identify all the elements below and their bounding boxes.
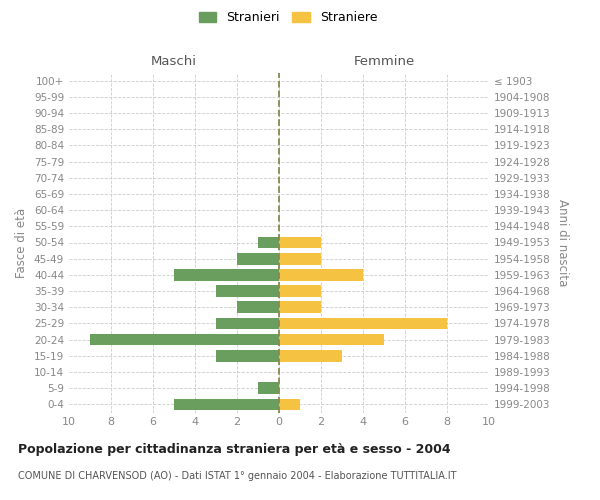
- Bar: [279, 253, 321, 264]
- Y-axis label: Fasce di età: Fasce di età: [16, 208, 28, 278]
- Bar: [279, 350, 342, 362]
- Bar: [258, 382, 279, 394]
- Bar: [279, 302, 321, 313]
- Bar: [174, 269, 279, 280]
- Text: Femmine: Femmine: [353, 54, 415, 68]
- Bar: [279, 398, 300, 410]
- Bar: [258, 236, 279, 248]
- Y-axis label: Anni di nascita: Anni di nascita: [556, 199, 569, 286]
- Bar: [237, 302, 279, 313]
- Bar: [216, 285, 279, 297]
- Bar: [216, 350, 279, 362]
- Text: Maschi: Maschi: [151, 54, 197, 68]
- Bar: [174, 398, 279, 410]
- Bar: [237, 253, 279, 264]
- Text: COMUNE DI CHARVENSOD (AO) - Dati ISTAT 1° gennaio 2004 - Elaborazione TUTTITALIA: COMUNE DI CHARVENSOD (AO) - Dati ISTAT 1…: [18, 471, 457, 481]
- Bar: [279, 236, 321, 248]
- Bar: [279, 334, 384, 345]
- Legend: Stranieri, Straniere: Stranieri, Straniere: [194, 6, 382, 29]
- Bar: [216, 318, 279, 330]
- Bar: [279, 269, 363, 280]
- Bar: [279, 285, 321, 297]
- Text: Popolazione per cittadinanza straniera per età e sesso - 2004: Popolazione per cittadinanza straniera p…: [18, 442, 451, 456]
- Bar: [90, 334, 279, 345]
- Bar: [279, 318, 447, 330]
